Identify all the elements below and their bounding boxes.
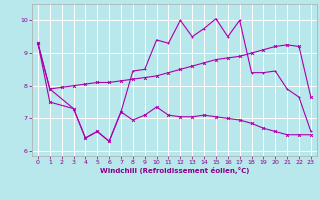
X-axis label: Windchill (Refroidissement éolien,°C): Windchill (Refroidissement éolien,°C) (100, 167, 249, 174)
